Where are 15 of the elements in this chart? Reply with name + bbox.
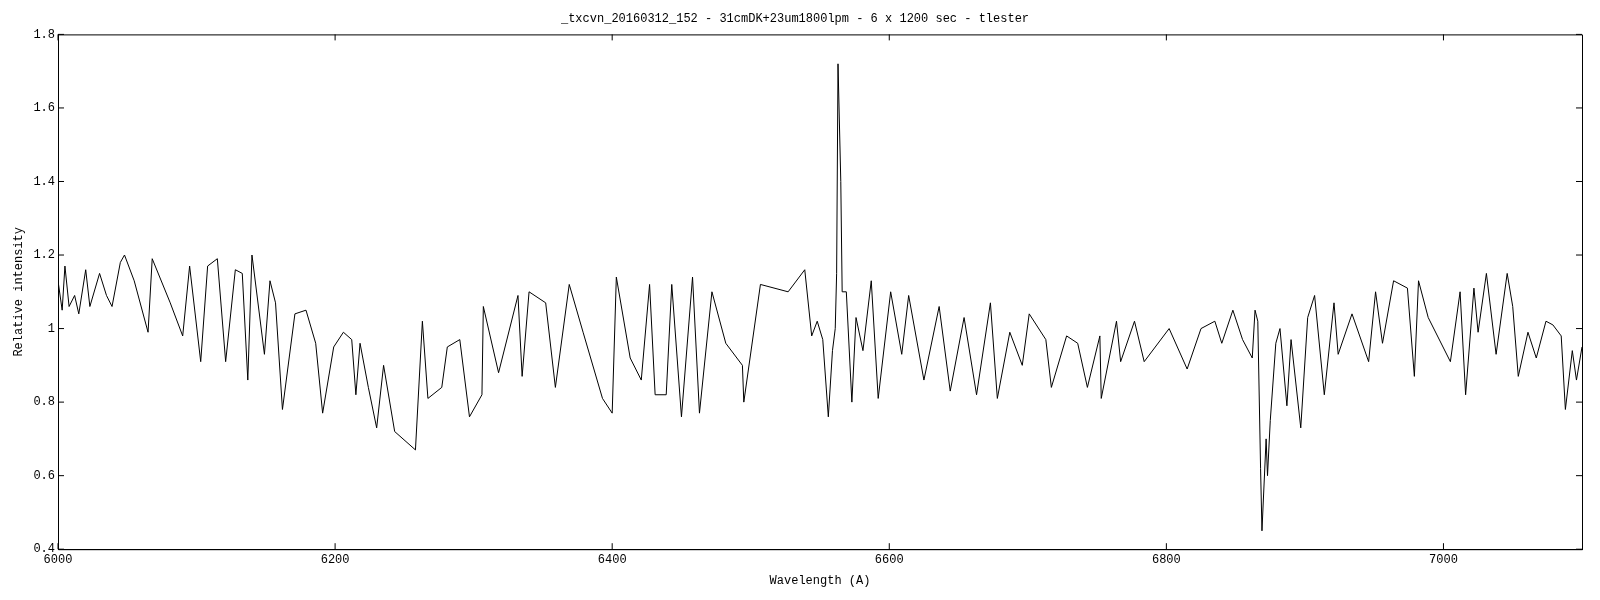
- y-tick-label: 1.8: [33, 27, 55, 42]
- x-tick-label: 6800: [1151, 552, 1181, 567]
- x-tick-label: 6600: [874, 552, 904, 567]
- x-tick-label: 6200: [320, 552, 350, 567]
- x-axis-title: Wavelength (A): [769, 573, 871, 588]
- y-tick-label: 1: [47, 321, 55, 336]
- y-tick-label: 1.4: [33, 174, 55, 189]
- y-tick-label: 0.8: [33, 395, 55, 410]
- y-tick-label: 0.6: [33, 468, 55, 483]
- x-tick-label: 6400: [597, 552, 627, 567]
- y-tick-label: 1.6: [33, 101, 55, 116]
- x-tick-label: 7000: [1429, 552, 1458, 567]
- y-axis-title: Relative intensity: [12, 226, 27, 357]
- chart-title: _txcvn_20160312_152 - 31cmDK+23um1800lpm - 6 x 1200 sec - tlester: [559, 12, 1030, 27]
- y-tick-label: 1.2: [33, 248, 55, 263]
